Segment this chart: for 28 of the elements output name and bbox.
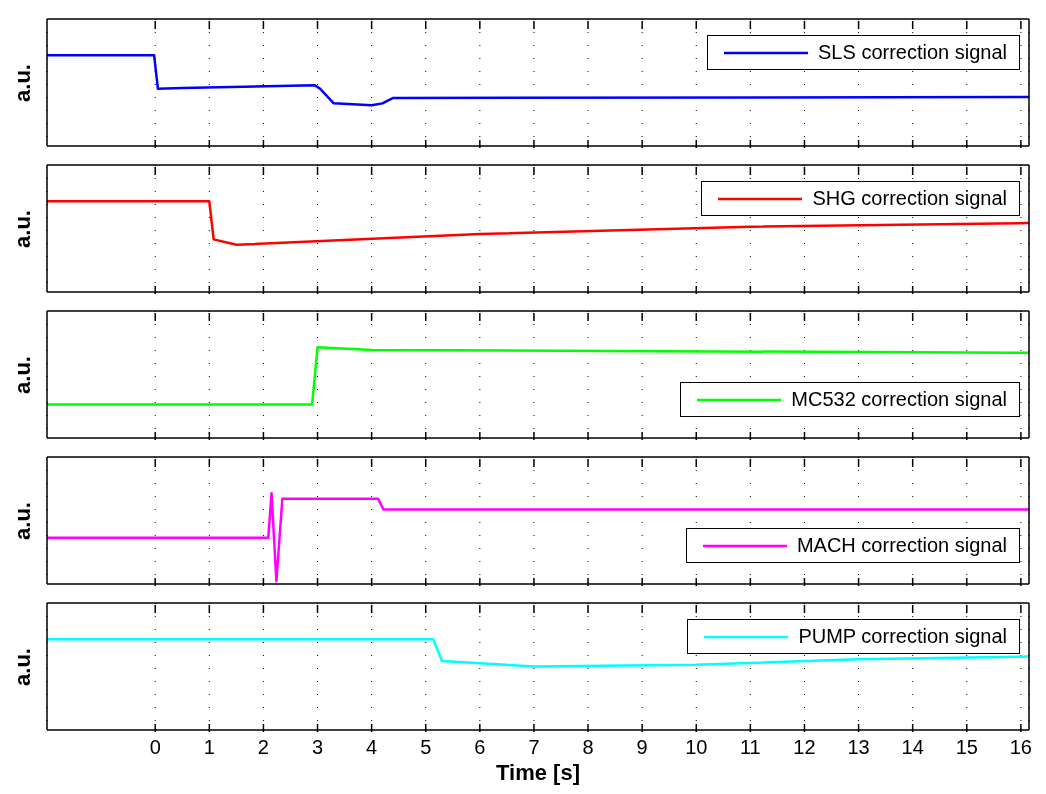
x-axis-title: Time [s] — [495, 760, 581, 786]
x-tick-label: 3 — [311, 736, 324, 758]
x-tick-label: 6 — [474, 736, 486, 758]
y-axis-title: a.u. — [10, 647, 36, 686]
x-tick-label: 7 — [528, 736, 540, 758]
x-tick-label: 0 — [149, 736, 161, 758]
x-tick-label: 11 — [739, 736, 761, 758]
y-axis-title: a.u. — [10, 355, 36, 394]
y-axis-title: a.u. — [10, 63, 36, 102]
x-tick-label: 14 — [901, 736, 924, 758]
x-tick-label: 10 — [685, 736, 708, 758]
x-tick-label: 13 — [847, 736, 870, 758]
legend-label: MACH correction signal — [796, 534, 1007, 557]
x-tick-label: 1 — [203, 736, 215, 758]
x-tick-label: 8 — [582, 736, 594, 758]
legend-label: MC532 correction signal — [791, 388, 1007, 411]
x-tick-label: 9 — [636, 736, 648, 758]
x-tick-label: 16 — [1009, 736, 1033, 758]
legend-label: PUMP correction signal — [798, 625, 1007, 648]
x-tick-label: 2 — [257, 736, 269, 758]
x-tick-label: 5 — [420, 736, 432, 758]
x-tick-label: 4 — [366, 736, 378, 758]
legend-label: SHG correction signal — [812, 187, 1007, 210]
y-axis-title: a.u. — [10, 209, 36, 248]
x-tick-label: 12 — [793, 736, 816, 758]
x-tick-label: 15 — [955, 736, 978, 758]
y-axis-title: a.u. — [10, 501, 36, 540]
legend-label: SLS correction signal — [818, 41, 1007, 64]
